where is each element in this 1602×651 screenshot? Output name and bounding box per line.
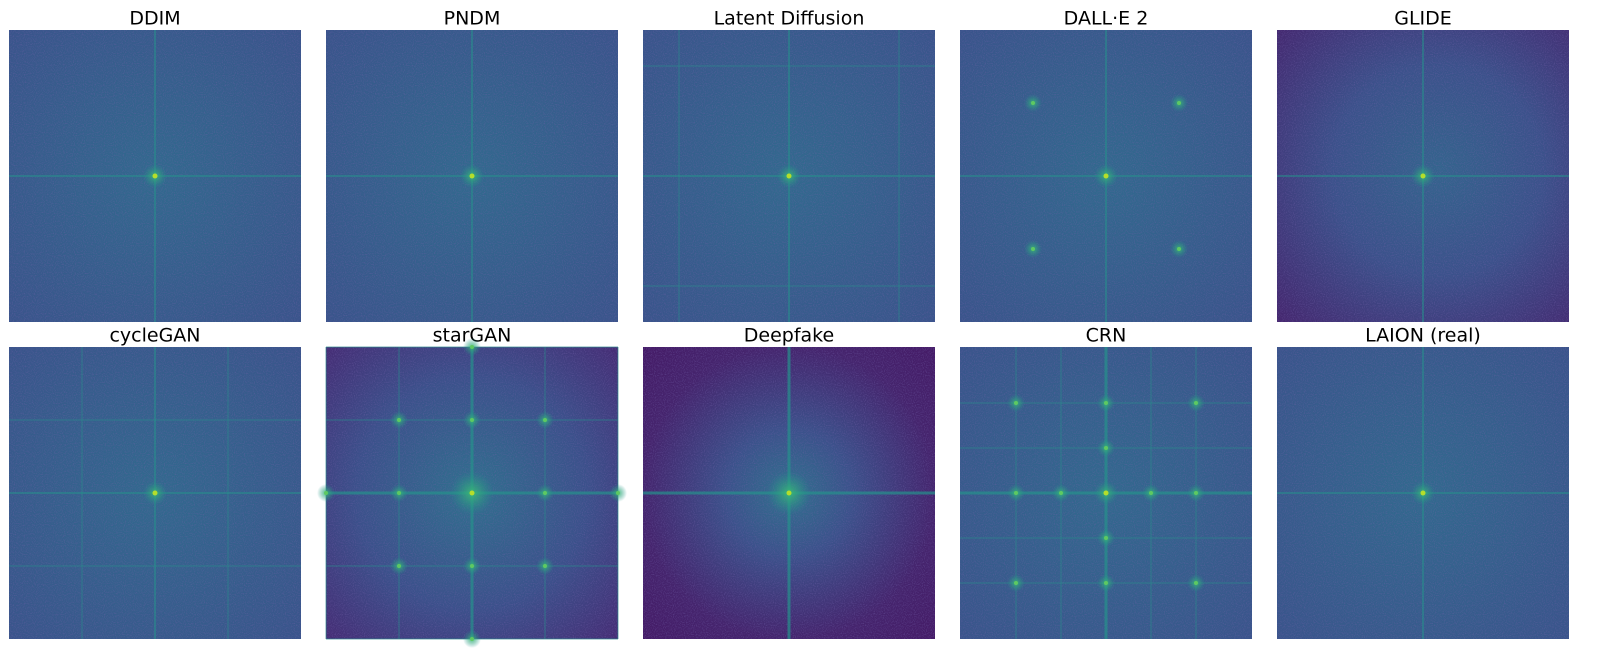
spectrum-peak [470, 345, 474, 349]
spectrum-peak [543, 418, 547, 422]
panel: DDIM [9, 8, 301, 323]
panel: PNDM [326, 8, 618, 323]
panel-title: LAION (real) [1365, 325, 1481, 347]
spectrum-peak [324, 491, 328, 495]
spectrum-peak [1177, 247, 1181, 251]
spectrum-peak [1031, 247, 1035, 251]
panel: GLIDE [1277, 8, 1569, 323]
spectrum-peak [1104, 401, 1108, 405]
spectrum-peak [470, 418, 474, 422]
panel: Latent Diffusion [643, 8, 935, 323]
spectrum-peak [543, 491, 547, 495]
panel-title: DDIM [129, 8, 180, 30]
center-peak [787, 491, 792, 496]
spectrum-peak [1194, 401, 1198, 405]
panel: Deepfake [643, 325, 935, 640]
spectrum-peak [1014, 581, 1018, 585]
page: DDIM PNDM Latent Diffusion DALL·E 2 GLIDE cyc… [0, 0, 1602, 651]
spectrum-peak [1194, 491, 1198, 495]
center-peak [787, 174, 792, 179]
center-peak [153, 491, 158, 496]
spectrum-peak [397, 418, 401, 422]
panel-title: DALL·E 2 [1064, 8, 1149, 30]
spectrum-peak [397, 564, 401, 568]
panel-title: Deepfake [744, 325, 834, 347]
center-peak [470, 491, 475, 496]
panel-title: GLIDE [1394, 8, 1452, 30]
spectrum-peak [1031, 101, 1035, 105]
center-peak [1421, 174, 1426, 179]
spectrum-peak [1014, 401, 1018, 405]
center-peak [470, 174, 475, 179]
panel-title: CRN [1086, 325, 1127, 347]
panel: DALL·E 2 [960, 8, 1252, 323]
spectrum-peak [470, 564, 474, 568]
center-peak [1104, 491, 1109, 496]
spectrum-peak [1104, 536, 1108, 540]
center-peak [153, 174, 158, 179]
center-peak [1104, 174, 1109, 179]
panel-title: cycleGAN [109, 325, 200, 347]
panel: starGAN [317, 325, 627, 649]
center-peak [1421, 491, 1426, 496]
panel: cycleGAN [9, 325, 301, 640]
spectrum-peak [470, 637, 474, 641]
panel: CRN [960, 325, 1252, 640]
panel: LAION (real) [1277, 325, 1569, 640]
spectrum-peak [1014, 491, 1018, 495]
figure: DDIM PNDM Latent Diffusion DALL·E 2 GLIDE cyc… [0, 0, 1602, 651]
spectrum-peak [1104, 581, 1108, 585]
spectrum-peak [1194, 581, 1198, 585]
spectrum-peak [616, 491, 620, 495]
spectrum-peak [543, 564, 547, 568]
spectrum-peak [1059, 491, 1063, 495]
spectrum-peak [1149, 491, 1153, 495]
panel-title: PNDM [444, 8, 501, 30]
spectrum-peak [1177, 101, 1181, 105]
panel-title: Latent Diffusion [714, 8, 865, 30]
spectrum-peak [1104, 446, 1108, 450]
spectrum-peak [397, 491, 401, 495]
